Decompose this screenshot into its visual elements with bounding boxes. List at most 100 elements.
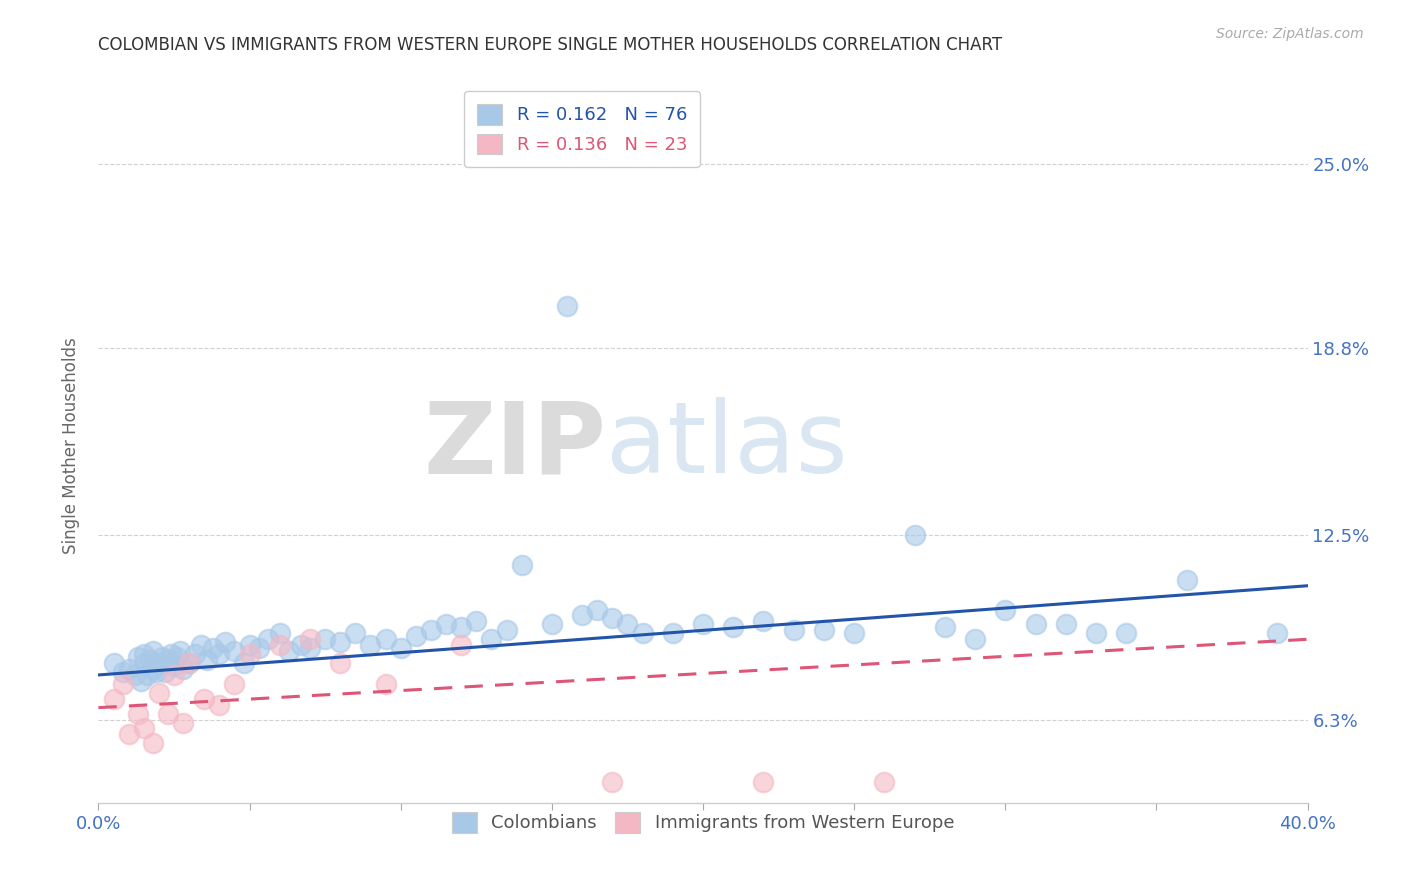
Point — [290, 638, 312, 652]
Point — [873, 775, 896, 789]
Point — [195, 653, 218, 667]
Point — [190, 638, 212, 652]
Point — [374, 677, 396, 691]
Text: ZIP: ZIP — [423, 398, 606, 494]
Point — [344, 626, 367, 640]
Point — [844, 626, 866, 640]
Point — [156, 706, 179, 721]
Point — [1054, 617, 1077, 632]
Point — [692, 617, 714, 632]
Point — [752, 775, 775, 789]
Point — [179, 656, 201, 670]
Point — [184, 647, 207, 661]
Point — [420, 624, 443, 638]
Point — [153, 665, 176, 679]
Point — [127, 650, 149, 665]
Point — [277, 644, 299, 658]
Point — [172, 715, 194, 730]
Point — [239, 647, 262, 661]
Point — [232, 656, 254, 670]
Point — [994, 602, 1017, 616]
Point — [132, 647, 155, 661]
Point — [269, 626, 291, 640]
Point — [752, 615, 775, 629]
Point — [813, 624, 835, 638]
Point — [103, 691, 125, 706]
Point — [224, 677, 246, 691]
Point — [127, 706, 149, 721]
Point — [495, 624, 517, 638]
Point — [179, 656, 201, 670]
Point — [142, 662, 165, 676]
Point — [1175, 573, 1198, 587]
Point — [374, 632, 396, 647]
Point — [145, 665, 167, 679]
Point — [1024, 617, 1046, 632]
Point — [934, 620, 956, 634]
Point — [129, 673, 152, 688]
Point — [132, 656, 155, 670]
Point — [314, 632, 336, 647]
Point — [193, 691, 215, 706]
Point — [214, 635, 236, 649]
Point — [661, 626, 683, 640]
Point — [1267, 626, 1289, 640]
Point — [118, 727, 141, 741]
Point — [965, 632, 987, 647]
Point — [405, 629, 427, 643]
Point — [142, 644, 165, 658]
Text: COLOMBIAN VS IMMIGRANTS FROM WESTERN EUROPE SINGLE MOTHER HOUSEHOLDS CORRELATION: COLOMBIAN VS IMMIGRANTS FROM WESTERN EUR… — [98, 36, 1002, 54]
Point — [239, 638, 262, 652]
Point — [602, 611, 624, 625]
Point — [329, 635, 352, 649]
Point — [510, 558, 533, 572]
Point — [208, 698, 231, 712]
Point — [111, 665, 134, 679]
Point — [1115, 626, 1137, 640]
Y-axis label: Single Mother Households: Single Mother Households — [62, 338, 80, 554]
Point — [163, 659, 186, 673]
Point — [169, 644, 191, 658]
Point — [540, 617, 562, 632]
Point — [631, 626, 654, 640]
Point — [208, 647, 231, 661]
Point — [172, 662, 194, 676]
Point — [434, 617, 457, 632]
Point — [124, 668, 146, 682]
Text: Source: ZipAtlas.com: Source: ZipAtlas.com — [1216, 27, 1364, 41]
Point — [142, 736, 165, 750]
Point — [783, 624, 806, 638]
Point — [135, 668, 157, 682]
Point — [166, 650, 188, 665]
Point — [224, 644, 246, 658]
Point — [360, 638, 382, 652]
Point — [329, 656, 352, 670]
Point — [450, 620, 472, 634]
Point — [299, 632, 322, 647]
Point — [111, 677, 134, 691]
Point — [269, 638, 291, 652]
Point — [586, 602, 609, 616]
Point — [616, 617, 638, 632]
Point — [450, 638, 472, 652]
Point — [247, 641, 270, 656]
Point — [160, 647, 183, 661]
Point — [904, 528, 927, 542]
Point — [148, 686, 170, 700]
Point — [299, 641, 322, 656]
Legend: Colombians, Immigrants from Western Europe: Colombians, Immigrants from Western Euro… — [441, 801, 965, 844]
Point — [389, 641, 412, 656]
Point — [156, 653, 179, 667]
Point — [103, 656, 125, 670]
Point — [256, 632, 278, 647]
Point — [571, 608, 593, 623]
Point — [481, 632, 503, 647]
Point — [465, 615, 488, 629]
Point — [132, 722, 155, 736]
Point — [1085, 626, 1108, 640]
Point — [118, 662, 141, 676]
Point — [150, 650, 173, 665]
Point — [139, 653, 162, 667]
Point — [723, 620, 745, 634]
Text: atlas: atlas — [606, 398, 848, 494]
